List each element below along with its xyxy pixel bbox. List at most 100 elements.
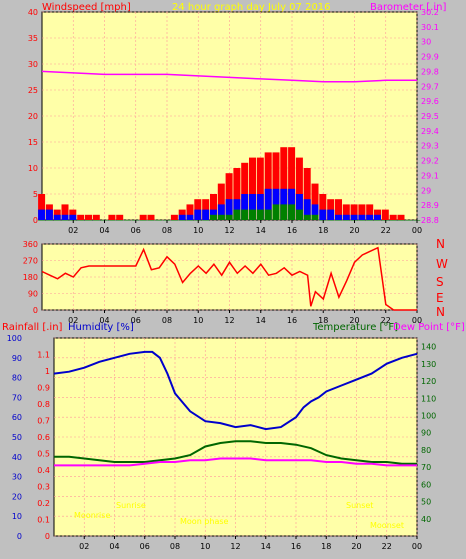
y-tick-label: 29.8 — [421, 67, 439, 76]
x-tick-label: 00 — [412, 542, 422, 551]
wind-minimum-bar — [186, 220, 194, 221]
wind-gust-bar — [366, 204, 374, 220]
wind-average-bar — [358, 214, 366, 220]
y-tick-label: 40 — [28, 8, 38, 17]
y-tick-label: 29.2 — [421, 157, 439, 166]
x-tick-label: 18 — [318, 316, 328, 325]
wind-average-bar — [319, 209, 327, 220]
y-tick-label: 0.5 — [37, 450, 50, 459]
wind-average-bar — [194, 209, 202, 220]
x-tick-label: 04 — [99, 316, 109, 325]
wind-gust-bar — [272, 152, 280, 220]
y-tick-label: 20 — [12, 492, 22, 501]
y-tick-label: 1 — [45, 367, 50, 376]
wind-minimum-bar — [45, 220, 53, 221]
y-tick-label: 0.9 — [37, 384, 50, 393]
grid-direction: 02 04 06 08 10 12 14 16 18 20 22 00 — [42, 243, 422, 325]
y-tick-label: 29.4 — [421, 127, 439, 136]
y-ticks-humidity: 0 10 20 30 40 50 60 70 80 90 100 — [7, 334, 22, 541]
x-tick-label: 06 — [140, 542, 150, 551]
y-tick-label: 80 — [421, 446, 431, 455]
y-tick-label: 0 — [33, 216, 38, 225]
wind-minimum-bar — [358, 220, 366, 221]
graph-title: 24 hour graph day July 07 2016 — [172, 2, 331, 13]
y-tick-label: 0 — [45, 532, 50, 541]
wind-axis-label: Windspeed [mph] — [42, 2, 131, 13]
wind-gust-bar — [116, 214, 124, 220]
wind-average-bar — [374, 214, 381, 220]
dewpoint-line — [54, 457, 417, 467]
wind-minimum-bar — [108, 220, 116, 221]
wind-gust-bar — [210, 194, 217, 220]
dewpoint-axis-label: Dew Point [°F] — [393, 322, 465, 333]
x-tick-label: 14 — [256, 316, 266, 325]
wind-minimum-bar — [342, 220, 350, 221]
wind-gust-bar — [77, 214, 85, 220]
x-tick-label: 12 — [230, 542, 240, 551]
sunrise-label: Sunrise — [116, 501, 146, 510]
x-tick-label: 06 — [131, 226, 141, 235]
x-tick-label: 18 — [321, 542, 331, 551]
barometer-axis-label: Barometer [.in] — [370, 2, 446, 13]
wind-minimum-bar — [217, 214, 225, 220]
x-tick-label: 14 — [256, 226, 266, 235]
y-tick-label: 0.3 — [37, 483, 50, 492]
wind-average-bar — [264, 188, 272, 220]
wind-gust-bar — [108, 214, 116, 220]
y-tick-label: 30.2 — [421, 8, 439, 17]
x-tick-label: 00 — [412, 316, 422, 325]
compass-label: S — [436, 275, 444, 289]
x-tick-label: 10 — [193, 226, 203, 235]
wind-average-bar — [295, 194, 303, 220]
wind-average-bar — [178, 214, 186, 220]
moonphase-label: Moon phase — [180, 517, 229, 526]
wind-minimum-bar — [280, 204, 288, 220]
wind-minimum-bar — [272, 204, 280, 220]
wind-gust-bar — [61, 204, 69, 220]
x-tick-label: 10 — [200, 542, 210, 551]
y-tick-label: 50 — [421, 498, 431, 507]
y-ticks-temperature: 40 50 60 70 80 90 100 110 120 130 140 — [421, 343, 436, 524]
wind-gust-bar — [249, 157, 256, 220]
sunset-label: Sunset — [346, 501, 373, 510]
y-tick-label: 30 — [28, 60, 38, 69]
wind-gust-bar — [295, 157, 303, 220]
x-tick-label: 22 — [381, 316, 391, 325]
wind-minimum-bar — [178, 220, 186, 221]
barometer-line — [41, 70, 417, 83]
wind-minimum-bar — [288, 204, 296, 220]
wind-average-bar — [350, 214, 358, 220]
wind-gust-bar — [217, 183, 225, 220]
wind-minimum-bar — [405, 220, 413, 221]
y-tick-label: 70 — [12, 393, 22, 402]
y-ticks-direction: 0 90 180 270 360 — [23, 240, 38, 315]
moonset-label: Moonset — [370, 521, 404, 530]
compass-labels: N W S E N — [436, 237, 448, 319]
x-tick-label: 16 — [287, 316, 297, 325]
wind-minimum-bar — [85, 220, 92, 221]
wind-average-bar — [186, 214, 194, 220]
humidity-axis-label: Humidity [%] — [68, 322, 134, 333]
y-tick-label: 29.5 — [421, 112, 439, 121]
wind-gust-bar — [225, 173, 233, 220]
wind-gust-bar — [381, 209, 389, 220]
y-tick-label: 10 — [12, 512, 22, 521]
wind-gust-bar — [264, 152, 272, 220]
wind-average-bar — [256, 194, 264, 220]
rain-axis-label: Rainfall [.in] — [2, 322, 63, 333]
y-tick-label: 270 — [23, 257, 38, 266]
wind-gust-bar — [241, 162, 249, 220]
y-tick-label: 0 — [33, 306, 38, 315]
y-tick-label: 0.7 — [37, 417, 50, 426]
y-tick-label: 90 — [421, 429, 431, 438]
wind-minimum-bar — [295, 209, 303, 220]
x-tick-label: 06 — [131, 316, 141, 325]
y-tick-label: 140 — [421, 343, 436, 352]
y-tick-label: 30.1 — [421, 23, 439, 32]
wind-minimum-bar — [397, 220, 405, 221]
wind-gust-bar — [233, 168, 241, 220]
y-tick-label: 35 — [28, 34, 38, 43]
wind-average-bar — [327, 209, 335, 220]
series-direction — [41, 246, 417, 311]
y-tick-label: 29.9 — [421, 53, 439, 62]
